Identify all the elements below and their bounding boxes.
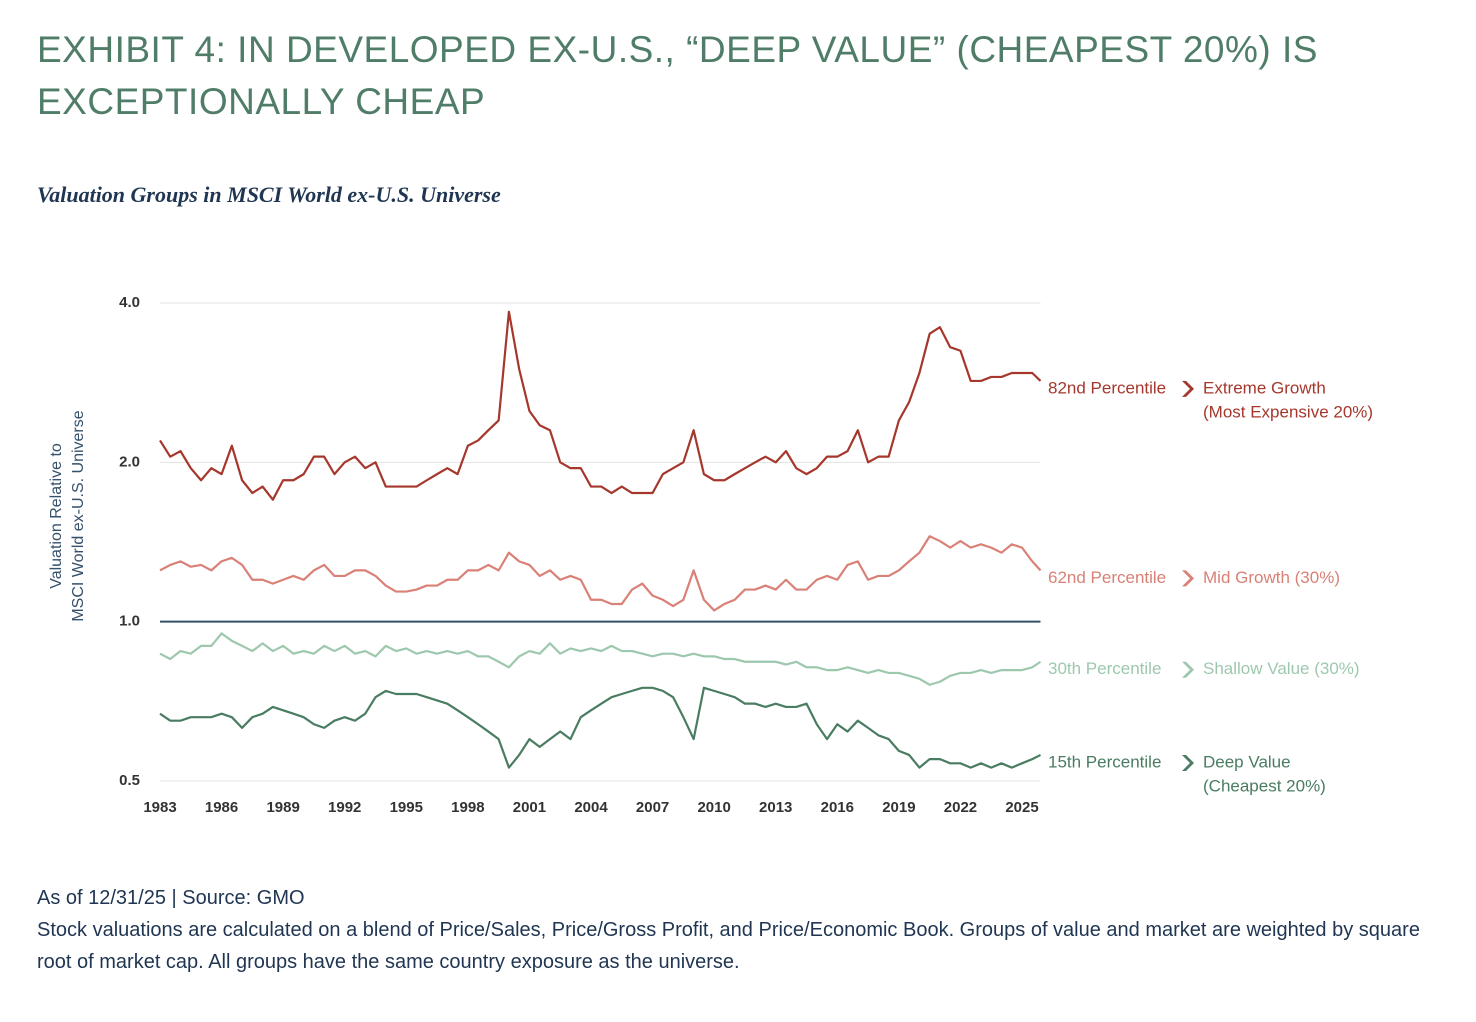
x-tick-label: 1989: [266, 799, 299, 816]
chevron: [1182, 754, 1194, 771]
x-tick-label: 2001: [513, 799, 546, 816]
x-tick-label: 1986: [205, 799, 238, 816]
legend-label: (Cheapest 20%): [1203, 776, 1326, 795]
x-tick-label: 2019: [882, 799, 915, 816]
chart-subtitle: Valuation Groups in MSCI World ex-U.S. U…: [37, 182, 501, 207]
x-tick-label: 2025: [1005, 799, 1038, 816]
y-axis-title: MSCI World ex-U.S. Universe: [70, 410, 87, 621]
chevron: [1182, 380, 1194, 397]
chevron: [1182, 570, 1194, 587]
x-tick-label: 2013: [759, 799, 792, 816]
x-tick-label: 1995: [390, 799, 423, 816]
x-tick-label: 1998: [451, 799, 484, 816]
percentile-label: 62nd Percentile: [1048, 568, 1166, 587]
series-line: [159, 632, 1042, 686]
y-tick-label: 0.5: [119, 772, 140, 789]
y-axis-title: Valuation Relative to: [48, 443, 65, 589]
series-line: [159, 310, 1042, 501]
source: As of 12/31/25 | Source: GMO: [37, 887, 305, 909]
y-tick-label: 1.0: [119, 613, 140, 630]
percentile-label: 15th Percentile: [1048, 752, 1161, 771]
x-tick-label: 2010: [697, 799, 730, 816]
x-tick-label: 2022: [944, 799, 977, 816]
x-tick-label: 2007: [636, 799, 669, 816]
legend-label: Mid Growth (30%): [1203, 568, 1340, 587]
series-line: [159, 686, 1041, 769]
legend-label: Shallow Value (30%): [1203, 659, 1360, 678]
y-tick-label: 2.0: [119, 453, 140, 470]
percentile-label: 30th Percentile: [1048, 659, 1161, 678]
legend-label: Extreme Growth: [1203, 378, 1326, 397]
chart: Valuation Relative to MSCI World ex-U.S. …: [48, 294, 1373, 816]
chevron: [1182, 661, 1194, 678]
x-tick-label: 1983: [143, 799, 176, 816]
legend-label: (Most Expensive 20%): [1203, 402, 1373, 421]
x-tick-label: 2004: [574, 799, 608, 816]
legend-label: Deep Value: [1203, 752, 1291, 771]
x-tick-label: 1992: [328, 799, 361, 816]
note: Stock valuations are calculated on a ble…: [37, 919, 1420, 973]
y-tick-label: 4.0: [119, 294, 140, 311]
chart-title: EXHIBIT 4: IN DEVELOPED EX-U.S., “DEEP V…: [37, 29, 1318, 122]
series-line: [159, 535, 1042, 612]
x-tick-label: 2016: [821, 799, 854, 816]
percentile-label: 82nd Percentile: [1048, 378, 1166, 397]
